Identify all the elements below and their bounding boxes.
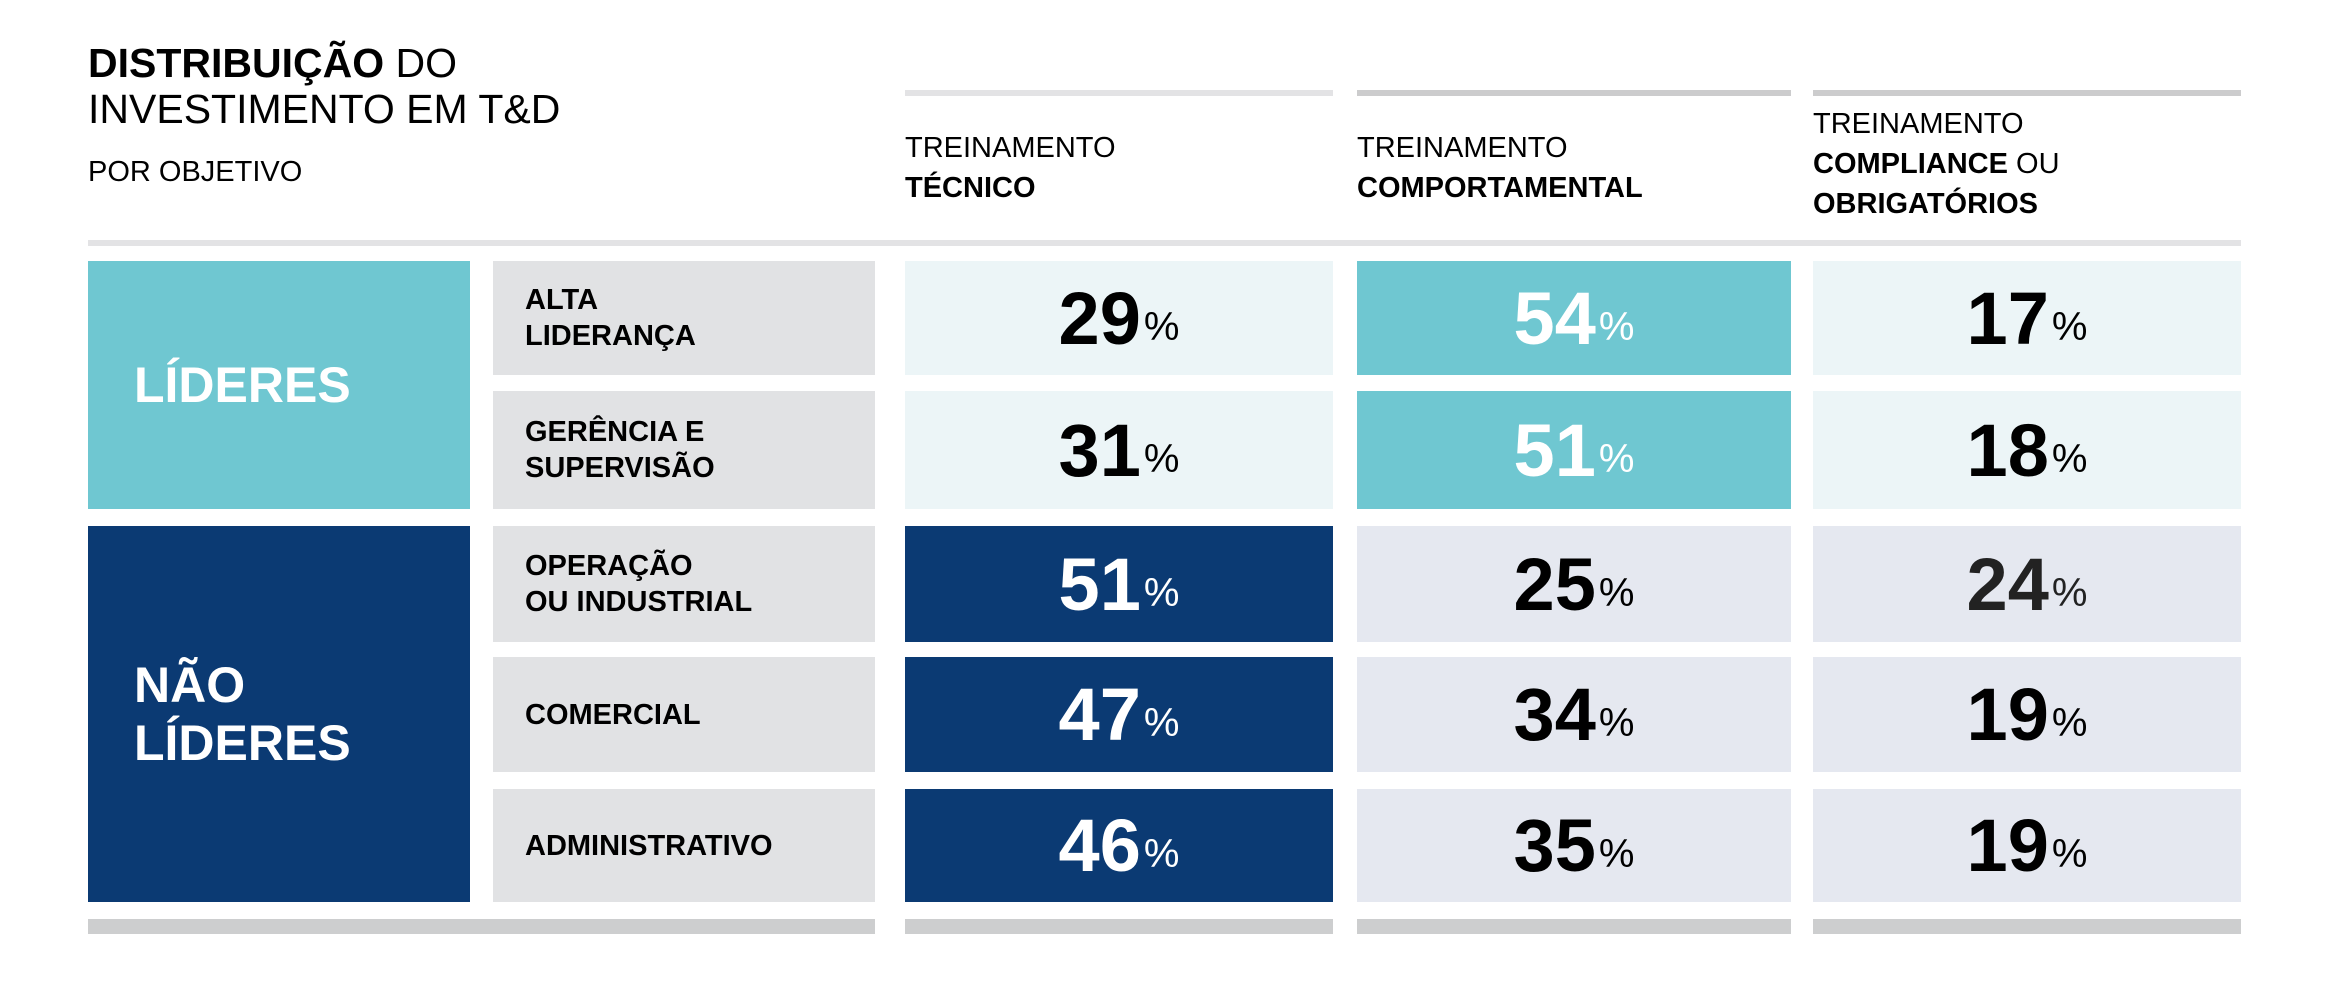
- value-number: 46: [1058, 804, 1141, 887]
- value-cell: 25%: [1357, 526, 1791, 642]
- header-separator: [88, 240, 2241, 246]
- bottom-bar: [88, 919, 875, 934]
- percent-sign: %: [1143, 701, 1180, 745]
- column-header-rest: OU: [2007, 148, 2060, 180]
- percent-sign: %: [2051, 570, 2088, 615]
- column-header-bold: COMPORTAMENTAL: [1357, 172, 1643, 204]
- value-number: 51: [1513, 408, 1596, 492]
- column-header-line: TREINAMENTO: [905, 132, 1116, 164]
- title-line2: INVESTIMENTO EM T&D: [88, 86, 561, 132]
- row-label-line: COMERCIAL: [525, 698, 701, 731]
- row-label-line: LIDERANÇA: [525, 320, 696, 352]
- title-bold: DISTRIBUIÇÃO: [88, 40, 385, 86]
- column-header-bold: OBRIGATÓRIOS: [1813, 188, 2039, 220]
- chart-title: DISTRIBUIÇÃO DO INVESTIMENTO EM T&D: [88, 40, 560, 132]
- value-cell: 19%: [1813, 789, 2241, 902]
- row-label-line: ALTA: [525, 284, 599, 316]
- percent-sign: %: [1143, 304, 1180, 349]
- value-number: 47: [1058, 673, 1141, 756]
- group-label: NÃO: [134, 657, 246, 713]
- value-number: 18: [1966, 408, 2049, 492]
- value-cell: 47%: [905, 657, 1333, 772]
- row-label-line: GERÊNCIA E: [525, 416, 705, 448]
- percent-sign: %: [1598, 436, 1635, 481]
- value-cell: 51%: [1357, 391, 1791, 509]
- group-lideres: LÍDERES: [88, 261, 470, 509]
- percent-sign: %: [2051, 436, 2088, 481]
- column-top-bar: [905, 90, 1333, 96]
- value-number: 25: [1513, 542, 1596, 626]
- value-number: 29: [1058, 276, 1141, 360]
- row-label-line: OU INDUSTRIAL: [525, 586, 753, 618]
- row-label: ALTA LIDERANÇA: [493, 261, 875, 375]
- row-label: GERÊNCIA E SUPERVISÃO: [493, 391, 875, 509]
- percent-sign: %: [1598, 701, 1635, 745]
- value-number: 35: [1513, 804, 1596, 887]
- value-number: 24: [1966, 542, 2049, 626]
- row-label-line: ADMINISTRATIVO: [525, 829, 773, 862]
- value-number: 51: [1058, 542, 1141, 626]
- value-cell: 46%: [905, 789, 1333, 902]
- bottom-bar: [1357, 919, 1791, 934]
- group-label: LÍDERES: [134, 715, 351, 771]
- column-header-line: TREINAMENTO: [1813, 108, 2024, 140]
- column-header-tecnico: TREINAMENTO TÉCNICO: [905, 128, 1116, 208]
- percent-sign: %: [2051, 832, 2088, 876]
- column-header-comportamental: TREINAMENTO COMPORTAMENTAL: [1357, 128, 1643, 208]
- value-cell: 35%: [1357, 789, 1791, 902]
- value-cell: 31%: [905, 391, 1333, 509]
- column-header-line: TREINAMENTO: [1357, 132, 1568, 164]
- value-number: 34: [1513, 673, 1596, 756]
- column-header-bold: TÉCNICO: [905, 172, 1036, 204]
- value-cell: 34%: [1357, 657, 1791, 772]
- percent-sign: %: [1598, 304, 1635, 349]
- subtitle: POR OBJETIVO: [88, 156, 303, 188]
- value-cell: 54%: [1357, 261, 1791, 375]
- row-label-line: SUPERVISÃO: [525, 452, 715, 484]
- value-cell: 29%: [905, 261, 1333, 375]
- group-label: LÍDERES: [134, 357, 351, 413]
- column-header-compliance: TREINAMENTO COMPLIANCE OU OBRIGATÓRIOS: [1813, 104, 2060, 224]
- value-number: 17: [1966, 276, 2049, 360]
- bottom-bar: [905, 919, 1333, 934]
- percent-sign: %: [1143, 832, 1180, 876]
- row-label: OPERAÇÃO OU INDUSTRIAL: [493, 526, 875, 642]
- value-cell: 51%: [905, 526, 1333, 642]
- group-nao-lideres: NÃO LÍDERES: [88, 526, 470, 902]
- value-cell: 18%: [1813, 391, 2241, 509]
- percent-sign: %: [1143, 570, 1180, 615]
- row-label: ADMINISTRATIVO: [493, 789, 875, 902]
- percent-sign: %: [1143, 436, 1180, 481]
- percent-sign: %: [1598, 570, 1635, 615]
- row-label: COMERCIAL: [493, 657, 875, 772]
- value-number: 19: [1966, 804, 2049, 887]
- value-number: 54: [1513, 276, 1596, 360]
- title-rest: DO: [384, 40, 458, 86]
- row-label-line: OPERAÇÃO: [525, 550, 693, 582]
- value-cell: 19%: [1813, 657, 2241, 772]
- bottom-bar: [1813, 919, 2241, 934]
- column-top-bar: [1813, 90, 2241, 96]
- column-top-bar: [1357, 90, 1791, 96]
- percent-sign: %: [2051, 304, 2088, 349]
- value-cell: 24%: [1813, 526, 2241, 642]
- value-cell: 17%: [1813, 261, 2241, 375]
- value-number: 19: [1966, 673, 2049, 756]
- value-number: 31: [1058, 408, 1141, 492]
- percent-sign: %: [2051, 701, 2088, 745]
- column-header-bold: COMPLIANCE: [1813, 148, 2008, 180]
- percent-sign: %: [1598, 832, 1635, 876]
